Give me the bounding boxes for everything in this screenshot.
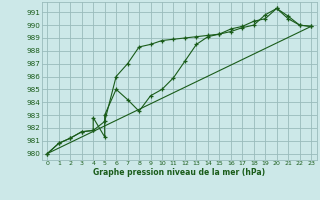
X-axis label: Graphe pression niveau de la mer (hPa): Graphe pression niveau de la mer (hPa) bbox=[93, 168, 265, 177]
